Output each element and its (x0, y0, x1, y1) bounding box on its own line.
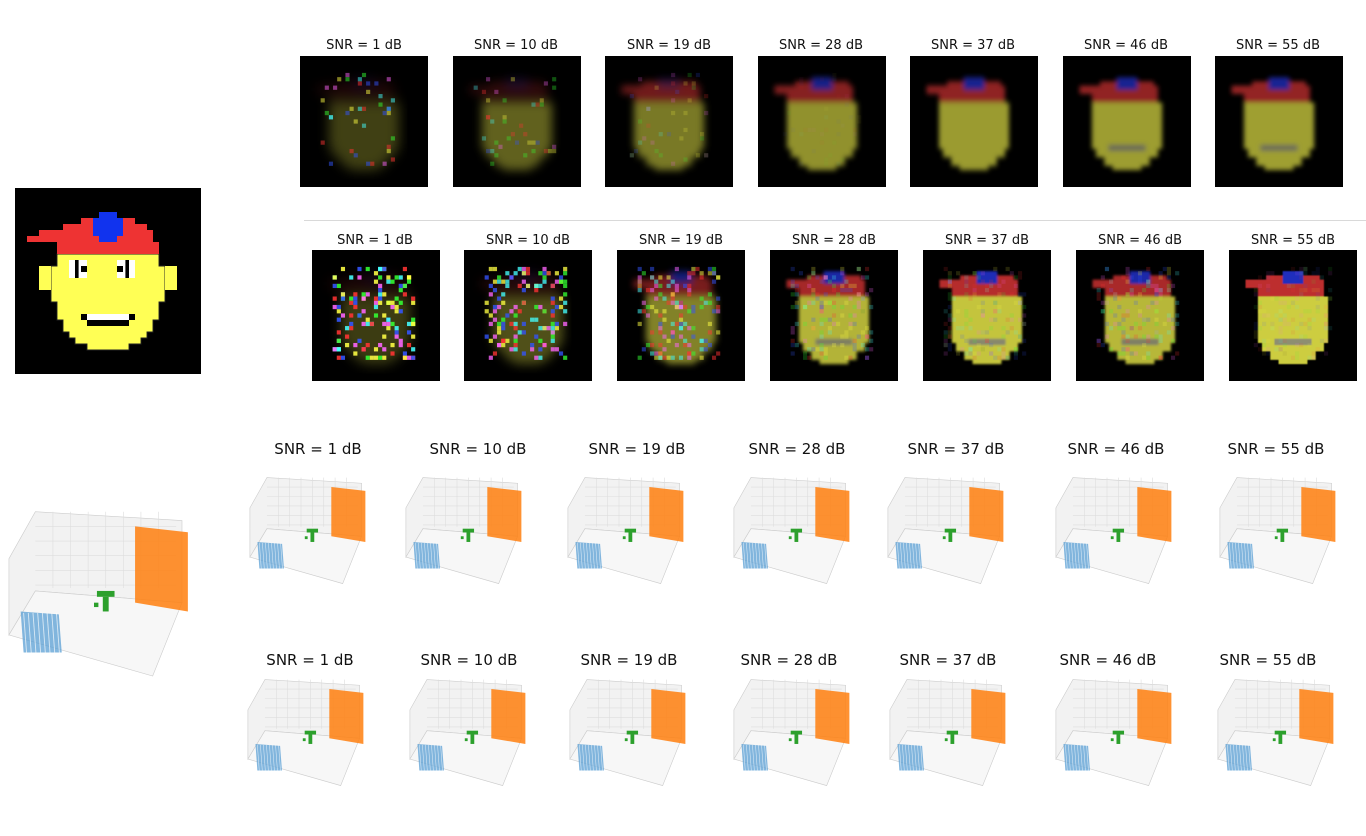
row2-reconstruction-image (923, 250, 1051, 381)
plot-row1-label: SNR = 55 dB (1227, 440, 1325, 458)
row2-label: SNR = 28 dB (791, 233, 877, 248)
row2-reconstruction-image (617, 250, 745, 381)
plot-row1-3d-plot (404, 470, 546, 619)
row2-label: SNR = 19 dB (638, 233, 724, 248)
plot-row2-3d-plot (1054, 672, 1196, 821)
row1-label: SNR = 55 dB (1235, 38, 1321, 53)
row2-label: SNR = 1 dB (337, 233, 413, 248)
plot-row1-3d-plot (248, 470, 390, 619)
reference-face-image (15, 188, 201, 374)
plot-row2-label: SNR = 19 dB (580, 651, 678, 669)
row2-reconstruction-image (1229, 250, 1357, 381)
row1-label: SNR = 46 dB (1083, 38, 1169, 53)
row2-reconstruction-image (312, 250, 440, 381)
plot-row2-label: SNR = 46 dB (1059, 651, 1157, 669)
row1-label: SNR = 28 dB (778, 38, 864, 53)
plot-row1-label: SNR = 37 dB (907, 440, 1005, 458)
row2-label: SNR = 10 dB (485, 233, 571, 248)
plot-row2-3d-plot (246, 672, 388, 821)
plot-row2-3d-plot (408, 672, 550, 821)
row1-label: SNR = 19 dB (626, 38, 712, 53)
plot-row1-label: SNR = 1 dB (274, 440, 362, 458)
row1-reconstruction-image (910, 56, 1038, 187)
row2-reconstruction-image (1076, 250, 1204, 381)
row1-reconstruction-image (605, 56, 733, 187)
plot-row2-label: SNR = 28 dB (740, 651, 838, 669)
plot-row1-label: SNR = 10 dB (429, 440, 527, 458)
row1-reconstruction-image (1063, 56, 1191, 187)
row1-label: SNR = 10 dB (473, 38, 559, 53)
row-divider (304, 220, 1366, 221)
plot-row2-3d-plot (888, 672, 1030, 821)
plot-row1-label: SNR = 28 dB (748, 440, 846, 458)
row2-label: SNR = 46 dB (1097, 233, 1183, 248)
plot-row2-3d-plot (568, 672, 710, 821)
plot-row1-3d-plot (732, 470, 874, 619)
plot-row2-label: SNR = 10 dB (420, 651, 518, 669)
plot-row2-label: SNR = 55 dB (1219, 651, 1317, 669)
row1-reconstruction-image (1215, 56, 1343, 187)
row1-reconstruction-image (300, 56, 428, 187)
plot-row1-3d-plot (886, 470, 1028, 619)
plot-row1-3d-plot (1218, 470, 1360, 619)
plot-row2-label: SNR = 1 dB (266, 651, 354, 669)
row2-label: SNR = 37 dB (944, 233, 1030, 248)
row1-reconstruction-image (758, 56, 886, 187)
reference-3d-plot (6, 500, 226, 724)
row1-label: SNR = 1 dB (326, 38, 402, 53)
row2-label: SNR = 55 dB (1250, 233, 1336, 248)
plot-row1-label: SNR = 19 dB (588, 440, 686, 458)
row1-label: SNR = 37 dB (930, 38, 1016, 53)
plot-row2-3d-plot (1216, 672, 1358, 821)
plot-row1-3d-plot (566, 470, 708, 619)
plot-row1-label: SNR = 46 dB (1067, 440, 1165, 458)
row1-reconstruction-image (453, 56, 581, 187)
plot-row1-3d-plot (1054, 470, 1196, 619)
row2-reconstruction-image (770, 250, 898, 381)
row2-reconstruction-image (464, 250, 592, 381)
plot-row2-3d-plot (732, 672, 874, 821)
plot-row2-label: SNR = 37 dB (899, 651, 997, 669)
